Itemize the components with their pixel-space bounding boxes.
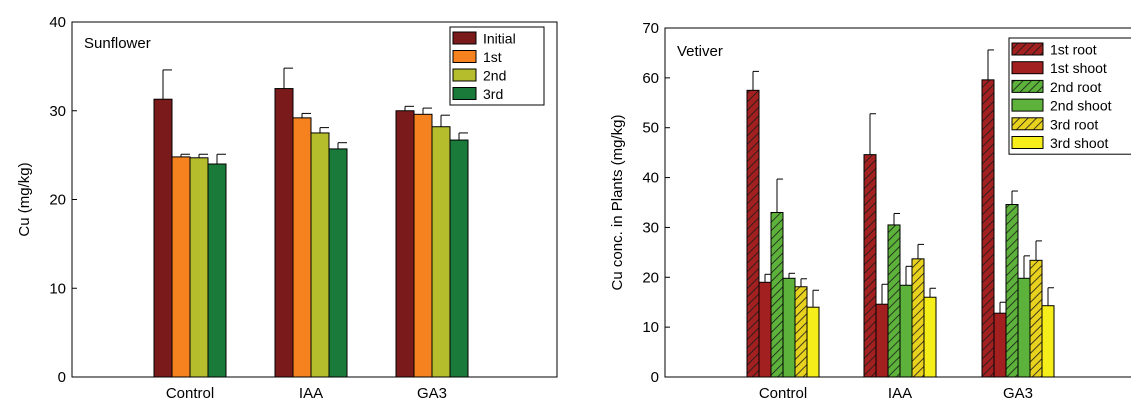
legend-label: 1st (483, 49, 502, 65)
x-tick-label: IAA (888, 385, 912, 402)
legend-swatch (1011, 98, 1044, 112)
legend-label: 3rd root (1050, 116, 1098, 132)
bar (887, 224, 901, 378)
y-tick-label: 50 (642, 120, 659, 137)
bar (923, 296, 937, 378)
legend-swatch (452, 31, 477, 45)
bar (274, 88, 294, 378)
legend-label: Initial (483, 31, 516, 47)
y-tick-label: 10 (642, 319, 659, 336)
x-tick-label: GA3 (417, 385, 447, 402)
bar (431, 126, 451, 378)
bar (328, 148, 348, 378)
sunflower-chart: 0 10 20 30 40 Cu (mg/kg) Sunflower Control IAA GA… (16, 14, 558, 402)
bar (758, 281, 772, 378)
legend-label: 3rd (483, 86, 503, 102)
legend-swatch (1011, 42, 1044, 56)
legend-label: 2nd (483, 68, 506, 84)
y-axis-label: Cu (mg/kg) (16, 162, 33, 236)
legend-label: 2nd root (1050, 79, 1101, 95)
y-tick-label: 10 (49, 280, 66, 297)
bar (153, 98, 173, 378)
legend-swatch (1011, 117, 1044, 131)
panel-title: Sunflower (84, 35, 151, 52)
bar (1017, 277, 1031, 378)
legend-swatch (452, 68, 477, 82)
legend-swatch (1011, 79, 1044, 93)
bar (981, 79, 995, 378)
bar (310, 132, 330, 378)
legend-label: 1st root (1050, 42, 1097, 58)
bar (1005, 203, 1019, 378)
bar (746, 89, 760, 378)
y-tick-label: 40 (642, 170, 659, 187)
x-tick-label: Control (166, 385, 214, 402)
y-tick-label: 30 (49, 103, 66, 120)
bar (993, 312, 1007, 378)
bar (171, 156, 191, 378)
bar (911, 258, 925, 378)
bar (292, 117, 312, 378)
y-tick-label: 30 (642, 219, 659, 236)
legend-swatch (1011, 61, 1044, 75)
y-tick-label: 40 (49, 14, 66, 31)
bar (806, 306, 820, 378)
bar (1029, 259, 1043, 378)
bar (1041, 305, 1055, 378)
y-tick-label: 60 (642, 70, 659, 87)
legend-swatch (452, 87, 477, 100)
bar (189, 157, 209, 378)
bar (875, 303, 889, 378)
bar (395, 110, 415, 378)
bar (413, 113, 433, 378)
legend-label: 2nd shoot (1050, 98, 1112, 114)
y-tick-label: 0 (58, 369, 66, 386)
x-tick-label: Control (759, 385, 807, 402)
bar (770, 211, 784, 378)
y-tick-label: 0 (651, 369, 659, 386)
bar (782, 277, 796, 378)
y-axis-label: Cu conc. in Plants (mg/kg) (609, 115, 626, 291)
bar (863, 154, 877, 378)
y-tick-label: 20 (642, 269, 659, 286)
legend-label: 3rd shoot (1050, 135, 1108, 151)
panel-title: Vetiver (677, 43, 723, 60)
x-tick-label: IAA (299, 385, 323, 402)
legend-label: 1st shoot (1050, 60, 1107, 76)
bar (207, 163, 227, 378)
bar (794, 286, 808, 378)
legend-swatch (1011, 136, 1044, 149)
vetiver-chart: 0 10 20 30 40 50 60 70 Cu conc. in Plants (mg/kg… (609, 20, 1131, 402)
y-tick-label: 20 (49, 192, 66, 209)
bar (899, 284, 913, 378)
y-tick-label: 70 (642, 20, 659, 37)
legend-swatch (452, 50, 477, 63)
legend-box (1008, 37, 1131, 155)
x-tick-label: GA3 (1003, 385, 1033, 402)
bar (449, 139, 469, 378)
